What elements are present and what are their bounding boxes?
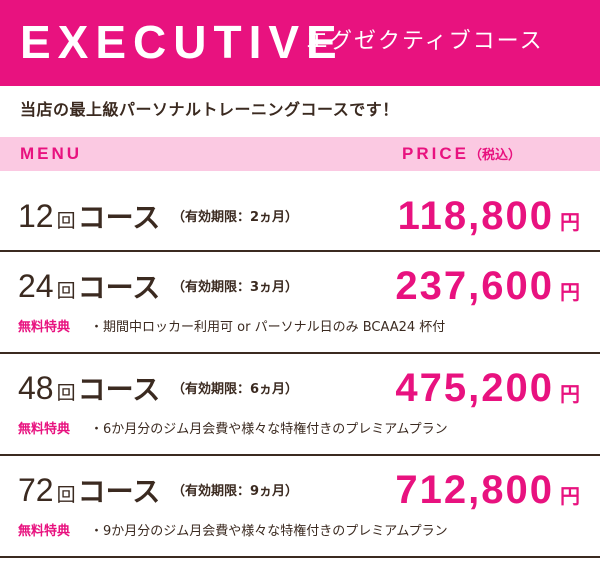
session-number: 48	[18, 370, 54, 406]
validity-period: （有効期限：9ヵ月）	[172, 484, 299, 499]
validity-period: （有効期限：2ヵ月）	[172, 210, 299, 225]
validity-period: （有効期限：3ヵ月）	[172, 280, 299, 295]
menu-header-bar: MENU PRICE（税込）	[0, 137, 600, 171]
yen-unit: 円	[560, 484, 580, 508]
validity-period: （有効期限：6ヵ月）	[172, 382, 299, 397]
course-count: 72 回コース	[18, 470, 160, 515]
bonus-label: 無料特典	[18, 320, 71, 335]
session-number: 12	[18, 198, 54, 234]
tax-included-note: （税込）	[468, 148, 521, 163]
bonus-label: 無料特典	[18, 422, 71, 437]
price-amount: 237,600	[395, 264, 554, 308]
row-divider	[0, 352, 600, 354]
course-price: 237,600 円	[395, 264, 580, 316]
row-divider	[0, 454, 600, 456]
session-unit: 回	[56, 484, 76, 506]
free-bonus: 無料特典 ・9か月分のジム月会費や様々な特権付きのプレミアムプラン	[18, 522, 448, 542]
menu-column-header: MENU	[20, 144, 83, 163]
free-bonus: 無料特典 ・期間中ロッカー利用可 or パーソナル日のみ BCAA24 杯付	[18, 318, 445, 338]
yen-unit: 円	[560, 280, 580, 304]
course-count: 48 回コース	[18, 368, 160, 413]
session-unit: 回	[56, 382, 76, 404]
yen-unit: 円	[560, 210, 580, 234]
course-price: 712,800 円	[395, 468, 580, 520]
session-number: 24	[18, 268, 54, 304]
bonus-text: ・9か月分のジム月会費や様々な特権付きのプレミアムプラン	[90, 524, 448, 539]
session-unit: 回	[56, 280, 76, 302]
intro-text: 当店の最上級パーソナルトレーニングコースです！	[20, 100, 399, 119]
bonus-label: 無料特典	[18, 524, 71, 539]
yen-unit: 円	[560, 382, 580, 406]
course-label: コース	[77, 271, 161, 304]
price-amount: 712,800	[395, 468, 554, 512]
banner-title: EXECUTIVE	[20, 16, 344, 68]
row-divider	[0, 250, 600, 252]
bonus-text: ・期間中ロッカー利用可 or パーソナル日のみ BCAA24 杯付	[90, 320, 446, 335]
session-unit: 回	[56, 210, 76, 232]
course-count: 12 回コース	[18, 196, 160, 241]
price-amount: 118,800	[397, 194, 554, 238]
price-amount: 475,200	[395, 366, 554, 410]
title-banner: EXECUTIVE エグゼクティブコース	[0, 0, 600, 86]
bonus-text: ・6か月分のジム月会費や様々な特権付きのプレミアムプラン	[90, 422, 448, 437]
banner-subtitle: エグゼクティブコース	[306, 29, 544, 54]
row-divider	[0, 556, 600, 558]
course-label: コース	[77, 201, 161, 234]
price-column-header: PRICE（税込）	[402, 137, 521, 173]
price-header-label: PRICE	[402, 144, 469, 163]
course-label: コース	[77, 475, 161, 508]
course-price: 475,200 円	[395, 366, 580, 418]
course-label: コース	[77, 373, 161, 406]
free-bonus: 無料特典 ・6か月分のジム月会費や様々な特権付きのプレミアムプラン	[18, 420, 448, 440]
course-price: 118,800 円	[398, 194, 580, 246]
course-count: 24 回コース	[18, 266, 160, 311]
session-number: 72	[18, 472, 54, 508]
